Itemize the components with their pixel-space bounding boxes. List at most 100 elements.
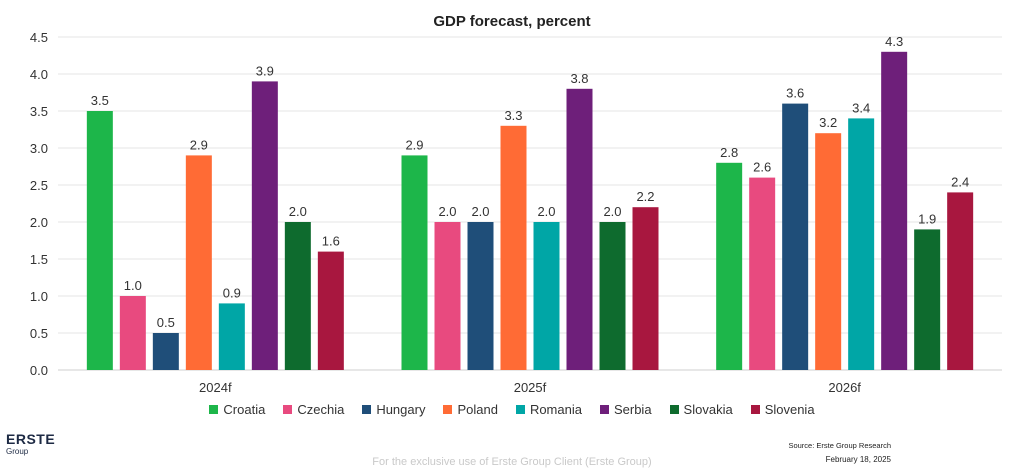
legend-item-poland: Poland — [443, 402, 498, 417]
logo-text: ERSTE — [6, 431, 56, 447]
bar-serbia-2026f — [881, 51, 908, 371]
data-label: 4.3 — [885, 34, 903, 49]
bar-hungary-2024f — [152, 333, 179, 370]
legend-label: Slovenia — [764, 402, 815, 417]
data-label: 2.0 — [471, 204, 489, 219]
data-label: 1.6 — [322, 234, 340, 249]
source-date: February 18, 2025 — [825, 455, 891, 464]
y-tick-label: 1.0 — [30, 289, 48, 304]
bar-slovenia-2024f — [317, 251, 344, 370]
x-tick-label: 2026f — [828, 380, 861, 395]
erste-logo: ERSTE Group — [6, 431, 56, 457]
legend-item-slovakia: Slovakia — [669, 402, 733, 417]
y-tick-label: 0.5 — [30, 326, 48, 341]
bar-serbia-2024f — [251, 81, 278, 371]
data-label: 2.0 — [537, 204, 555, 219]
legend-swatch — [750, 405, 760, 414]
bar-slovakia-2025f — [599, 222, 626, 370]
bar-romania-2024f — [218, 303, 245, 370]
legend-swatch — [362, 405, 372, 414]
bar-croatia-2024f — [86, 111, 113, 370]
legend-item-croatia: Croatia — [209, 402, 265, 417]
data-label: 2.8 — [720, 145, 738, 160]
y-tick-label: 2.5 — [30, 178, 48, 193]
data-label: 2.9 — [405, 137, 423, 152]
bar-hungary-2025f — [467, 222, 494, 370]
y-tick-label: 4.0 — [30, 67, 48, 82]
legend-item-slovenia: Slovenia — [750, 402, 815, 417]
legend-swatch — [599, 405, 609, 414]
data-label: 2.4 — [951, 174, 969, 189]
legend-swatch — [209, 405, 219, 414]
legend-swatch — [515, 405, 525, 414]
data-label: 2.0 — [438, 204, 456, 219]
data-label: 3.3 — [504, 108, 522, 123]
legend-item-romania: Romania — [515, 402, 582, 417]
data-label: 3.8 — [570, 71, 588, 86]
data-label: 3.9 — [256, 63, 274, 78]
source-text: Source: Erste Group Research — [788, 441, 891, 450]
legend-label: Slovakia — [683, 402, 733, 417]
data-label: 1.0 — [124, 278, 142, 293]
data-label: 2.0 — [603, 204, 621, 219]
bar-slovakia-2024f — [284, 222, 311, 370]
data-label: 3.2 — [819, 115, 837, 130]
data-label: 3.4 — [852, 100, 870, 115]
y-tick-label: 1.5 — [30, 252, 48, 267]
data-label: 2.0 — [289, 204, 307, 219]
x-axis-ticks: 2024f 2025f 2026f — [199, 380, 861, 395]
gdp-bar-chart: GDP forecast, percent 0.0 0.5 1.0 1.5 2.0 2.5… — [30, 13, 1002, 395]
bar-slovenia-2026f — [947, 192, 974, 370]
legend-label: Croatia — [223, 402, 266, 417]
legend-item-czechia: Czechia — [283, 402, 344, 417]
y-tick-label: 3.0 — [30, 141, 48, 156]
legend-label: Poland — [457, 402, 498, 417]
watermark: For the exclusive use of Erste Group Cli… — [372, 456, 652, 468]
y-tick-label: 3.5 — [30, 104, 48, 119]
x-tick-label: 2024f — [199, 380, 232, 395]
data-labels: 3.5 1.0 0.5 2.9 0.9 3.9 2.0 1.6 2.9 2.0 2.0 3.3 2.0 3… — [91, 34, 969, 330]
y-tick-label: 2.0 — [30, 215, 48, 230]
legend-label: Serbia — [613, 402, 652, 417]
bar-romania-2026f — [848, 118, 875, 371]
bars — [86, 51, 974, 371]
bar-czechia-2025f — [434, 222, 461, 370]
legend-label: Czechia — [297, 402, 345, 417]
bar-romania-2025f — [533, 222, 560, 370]
chart-title: GDP forecast, percent — [433, 13, 590, 30]
y-tick-label: 0.0 — [30, 363, 48, 378]
bar-hungary-2026f — [782, 103, 809, 370]
bar-poland-2025f — [500, 125, 527, 370]
bar-serbia-2025f — [566, 88, 593, 371]
bar-croatia-2025f — [401, 155, 428, 370]
data-label: 1.9 — [918, 211, 936, 226]
bar-czechia-2024f — [119, 296, 146, 370]
y-axis-ticks: 0.0 0.5 1.0 1.5 2.0 2.5 3.0 3.5 4.0 4.5 — [30, 30, 48, 378]
data-label: 0.9 — [223, 285, 241, 300]
bar-croatia-2026f — [716, 162, 743, 370]
logo-subtext: Group — [6, 447, 29, 456]
bar-slovenia-2025f — [632, 207, 659, 370]
data-label: 0.5 — [157, 315, 175, 330]
data-label: 3.5 — [91, 93, 109, 108]
legend-swatch — [283, 405, 293, 414]
data-label: 2.6 — [753, 160, 771, 175]
bar-poland-2024f — [185, 155, 212, 370]
x-tick-label: 2025f — [514, 380, 547, 395]
data-label: 3.6 — [786, 86, 804, 101]
gridlines — [58, 36, 1002, 371]
source-note: Source: Erste Group Research February 18… — [788, 439, 891, 467]
data-label: 2.9 — [190, 137, 208, 152]
bar-slovakia-2026f — [914, 229, 941, 370]
legend-item-serbia: Serbia — [599, 402, 652, 417]
bar-poland-2026f — [815, 133, 842, 370]
legend-swatch — [669, 405, 679, 414]
legend-item-hungary: Hungary — [362, 402, 425, 417]
y-tick-label: 4.5 — [30, 30, 48, 45]
legend-swatch — [443, 405, 453, 414]
legend-label: Hungary — [376, 402, 426, 417]
data-label: 2.2 — [636, 189, 654, 204]
legend-label: Romania — [529, 402, 582, 417]
legend: Croatia Czechia Hungary Poland Romania Serbia… — [0, 402, 1024, 417]
bar-czechia-2026f — [749, 177, 776, 370]
